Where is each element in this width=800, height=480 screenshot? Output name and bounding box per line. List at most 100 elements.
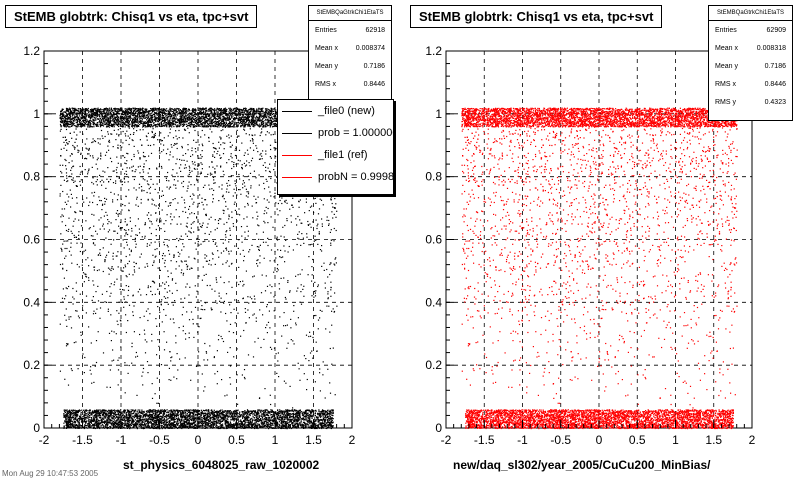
data-point (240, 108, 242, 111)
data-point (78, 123, 81, 125)
data-point (65, 413, 67, 415)
data-point (230, 111, 232, 113)
data-point (217, 124, 220, 127)
data-point (116, 111, 118, 113)
data-point (185, 423, 187, 426)
data-point (171, 120, 173, 122)
data-point (107, 111, 109, 113)
data-point (188, 117, 191, 119)
data-point (178, 122, 180, 124)
data-point (205, 126, 207, 128)
data-point (184, 121, 186, 123)
data-point (85, 120, 87, 122)
data-point (225, 117, 227, 119)
data-point (175, 111, 177, 113)
data-point (114, 110, 116, 112)
data-point (236, 107, 238, 109)
data-point (265, 115, 267, 117)
data-point (332, 422, 334, 424)
data-point (64, 414, 67, 416)
data-point (200, 124, 202, 126)
data-point (132, 124, 134, 126)
data-point (200, 113, 202, 116)
data-point (269, 122, 271, 124)
data-point (151, 108, 153, 110)
data-point (115, 122, 117, 125)
data-point (175, 108, 177, 110)
data-point (118, 414, 120, 416)
data-point (149, 113, 152, 115)
data-point (70, 121, 72, 123)
data-point (158, 113, 160, 115)
data-point (187, 125, 189, 127)
data-point (70, 118, 72, 120)
data-point (151, 108, 153, 110)
data-point (71, 110, 73, 112)
data-point (80, 411, 82, 414)
data-point (74, 109, 76, 111)
data-point (87, 114, 90, 116)
data-point (242, 109, 244, 111)
data-point (259, 113, 261, 115)
data-point (198, 118, 200, 120)
data-point (311, 424, 313, 426)
data-point (197, 119, 199, 121)
data-point (158, 115, 160, 118)
data-point (152, 412, 154, 414)
data-point (65, 117, 67, 119)
data-point (205, 125, 207, 127)
data-point (117, 123, 119, 125)
data-point (262, 107, 264, 109)
data-point (84, 119, 87, 121)
data-point (114, 109, 116, 111)
data-point (162, 124, 164, 126)
data-point (229, 111, 231, 113)
data-point (80, 125, 82, 127)
data-point (118, 121, 120, 123)
data-point (234, 123, 236, 125)
data-point (271, 122, 273, 124)
data-point (117, 125, 120, 128)
data-point (161, 108, 163, 110)
data-point (228, 117, 230, 119)
data-point (199, 119, 201, 121)
data-point (82, 116, 84, 119)
data-point (197, 412, 199, 414)
data-point (166, 124, 168, 126)
data-point (309, 414, 311, 416)
data-point (118, 110, 120, 112)
data-point (133, 125, 135, 127)
data-point (164, 118, 166, 120)
data-point (270, 121, 272, 123)
data-point (274, 113, 276, 115)
data-point (268, 114, 270, 116)
data-point (122, 121, 124, 123)
data-point (221, 114, 223, 116)
data-point (221, 416, 223, 418)
data-point (220, 122, 222, 125)
data-point (68, 111, 70, 113)
data-point (242, 124, 244, 126)
data-point (160, 424, 162, 426)
data-point (95, 110, 97, 112)
data-point (169, 125, 171, 127)
data-point (79, 108, 81, 110)
data-point (162, 120, 164, 122)
data-point (209, 114, 211, 116)
data-point (260, 119, 262, 121)
data-point (245, 120, 248, 122)
data-point (133, 124, 135, 126)
data-point (115, 120, 117, 122)
data-point (240, 121, 242, 123)
data-point (261, 416, 264, 419)
data-point (328, 410, 330, 413)
data-point (102, 117, 104, 119)
data-point (207, 112, 209, 114)
data-point (193, 421, 195, 424)
data-point (131, 112, 133, 114)
data-point (198, 115, 200, 117)
data-point (234, 108, 236, 110)
data-point (121, 113, 123, 116)
data-point (195, 109, 197, 111)
data-point (226, 125, 228, 127)
